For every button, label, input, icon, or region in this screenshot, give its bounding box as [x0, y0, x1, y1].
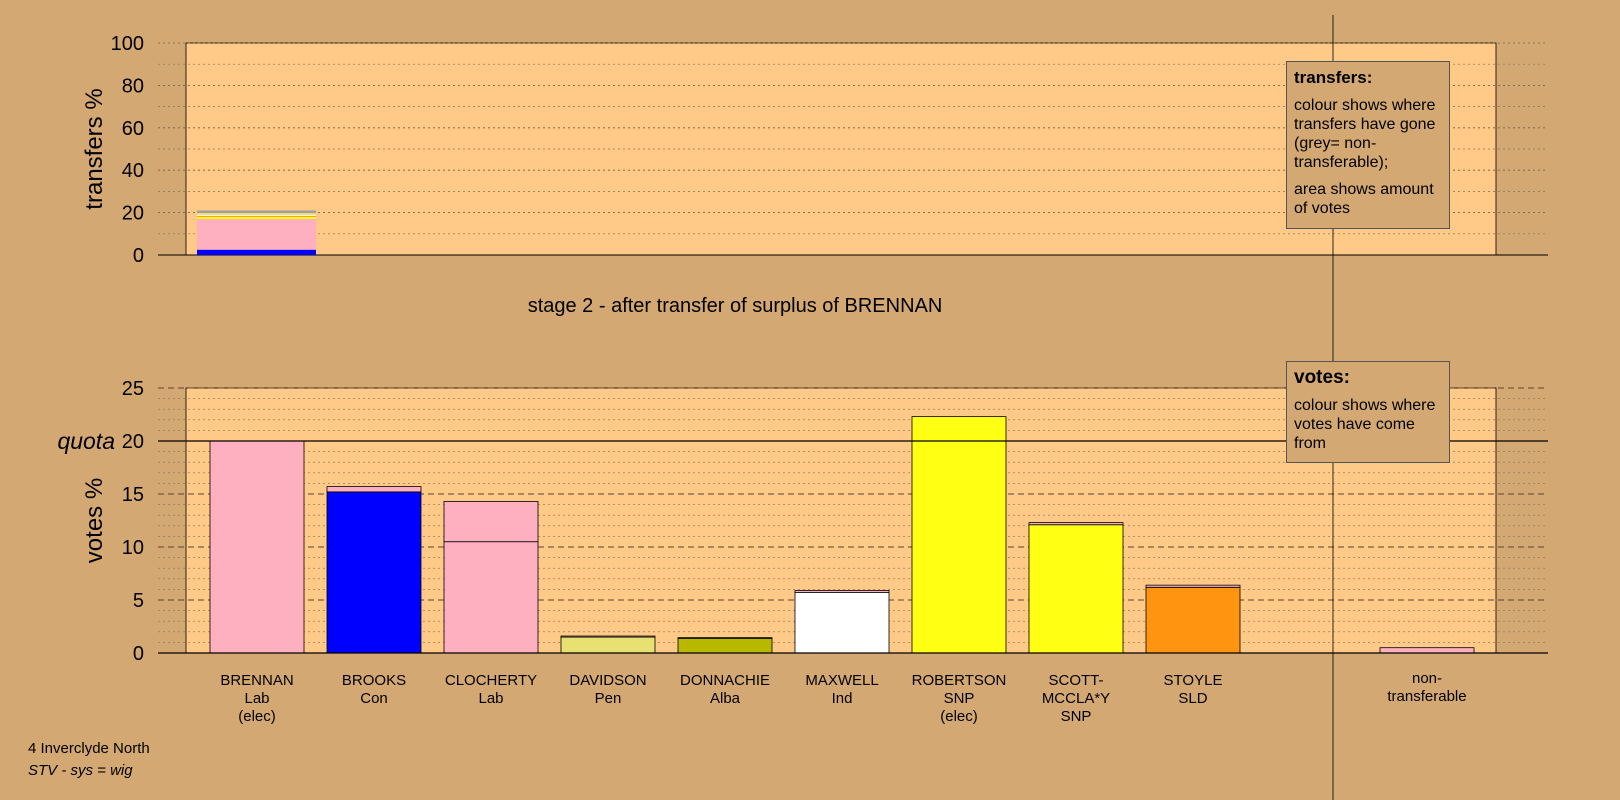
vote-bar-scott-mccla-y-segment: [1028, 524, 1124, 654]
transfer-segment-snp: [197, 216, 316, 219]
candidate-label-line: SLD: [1178, 690, 1208, 707]
candidate-label-line: (elec): [238, 708, 276, 725]
candidate-label-line: (elec): [940, 708, 978, 725]
transfers-legend-colour-text: colour shows where transfers have gone (…: [1294, 97, 1436, 171]
candidate-label: MAXWELL Ind: [787, 672, 897, 708]
candidate-label: ROBERTSON SNP (elec): [904, 672, 1014, 726]
quota-label: quota: [57, 428, 115, 454]
candidate-label-line: SCOTT-MCCLA*Y: [1041, 672, 1111, 707]
vote-bar-donnachie-segment: [677, 637, 773, 654]
vote-bar-scott-mccla-y-segment: [1028, 522, 1124, 526]
candidate-label-line: ROBERTSON: [911, 672, 1007, 689]
transfer-segment-sld: [197, 215, 316, 217]
vote-bar-brooks-segment: [326, 491, 422, 654]
candidate-label: STOYLE SLD: [1138, 672, 1248, 708]
candidate-label-line: DAVIDSON: [569, 672, 647, 689]
candidate-label-line: transferable: [1387, 688, 1467, 705]
transfers-tick-label: 60: [122, 118, 144, 140]
vote-bar-clocherty-segment: [443, 501, 539, 543]
candidate-label-line: CLOCHERTY: [444, 672, 538, 689]
candidate-label-line: SNP: [1060, 708, 1092, 725]
candidate-label: BRENNAN Lab (elec): [202, 672, 312, 726]
votes-tick-label: 20: [122, 431, 144, 453]
votes-legend-colour-text: colour shows where votes have come from: [1294, 397, 1436, 452]
candidate-label-line: Ind: [831, 690, 853, 707]
stage-title: stage 2 - after transfer of surplus of B…: [527, 295, 943, 317]
transfers-legend-area-text: area shows amount of votes: [1294, 181, 1434, 217]
transfers-tick-label: 100: [111, 33, 144, 55]
candidate-label: non-transferable: [1372, 670, 1482, 706]
vote-bar-brooks-segment: [326, 486, 422, 493]
vote-bar-brennan-segment: [209, 440, 305, 654]
transfers-tick-label: 20: [122, 203, 144, 225]
vote-bar-davidson-segment: [560, 636, 656, 654]
votes-tick-label: 10: [122, 537, 144, 559]
transfer-segment-lab: [197, 218, 316, 250]
candidate-label-line: Con: [360, 690, 388, 707]
candidate-label: DONNACHIE Alba: [670, 672, 780, 708]
votes-y-axis-label: votes %: [81, 478, 108, 563]
transfer-segment-pen: [197, 213, 316, 215]
candidate-label-line: Lab: [244, 690, 270, 707]
vote-bar-clocherty-segment: [443, 541, 539, 654]
transfers-tick-label: 80: [122, 75, 144, 97]
vote-bar-robertson-segment: [911, 416, 1007, 654]
candidate-label-line: non-: [1411, 670, 1443, 687]
candidate-label: BROOKS Con: [319, 672, 429, 708]
candidate-label-line: Pen: [594, 690, 622, 707]
candidate-label-line: Alba: [709, 690, 741, 707]
votes-tick-label: 25: [122, 378, 144, 400]
candidate-label: DAVIDSON Pen: [553, 672, 663, 708]
transfer-segment-ind: [197, 214, 316, 216]
transfer-segment-con: [197, 249, 316, 255]
transfers-tick-label: 0: [133, 245, 144, 267]
vote-bar-stoyle-segment: [1145, 586, 1241, 654]
vote-bar-davidson-segment: [560, 635, 656, 638]
votes-tick-label: 15: [122, 484, 144, 506]
vote-bar-non-transferable-segment: [1379, 647, 1475, 654]
candidate-label: SCOTT-MCCLA*Y SNP: [1021, 672, 1131, 726]
votes-tick-label: 5: [133, 590, 144, 612]
vote-bar-stoyle-segment: [1145, 584, 1241, 588]
candidate-label-line: BROOKS: [341, 672, 407, 689]
candidate-label-line: BRENNAN: [220, 672, 294, 689]
candidate-label-line: STOYLE: [1163, 672, 1223, 689]
votes-legend-heading: votes:: [1294, 367, 1350, 388]
vote-bar-maxwell-segment: [794, 590, 890, 593]
transfer-segment-nontransferable: [197, 210, 316, 214]
candidate-label-line: SNP: [943, 690, 975, 707]
vote-bar-maxwell-segment: [794, 592, 890, 654]
transfers-tick-label: 40: [122, 160, 144, 182]
votes-legend: votes: colour shows where votes have com…: [1286, 361, 1450, 463]
transfers-legend-heading: transfers:: [1294, 68, 1373, 87]
vote-bar-donnachie-segment: [677, 637, 773, 639]
system-label: STV - sys = wig: [28, 762, 133, 779]
candidate-label-line: Lab: [478, 690, 504, 707]
candidate-label: CLOCHERTY Lab: [436, 672, 546, 708]
votes-tick-label: 0: [133, 643, 144, 665]
candidate-label-line: DONNACHIE: [679, 672, 770, 689]
transfers-y-axis-label: transfers %: [81, 88, 108, 209]
constituency-label: 4 Inverclyde North: [28, 740, 150, 757]
transfers-legend: transfers: colour shows where transfers …: [1286, 61, 1450, 229]
candidate-label-line: MAXWELL: [805, 672, 879, 689]
